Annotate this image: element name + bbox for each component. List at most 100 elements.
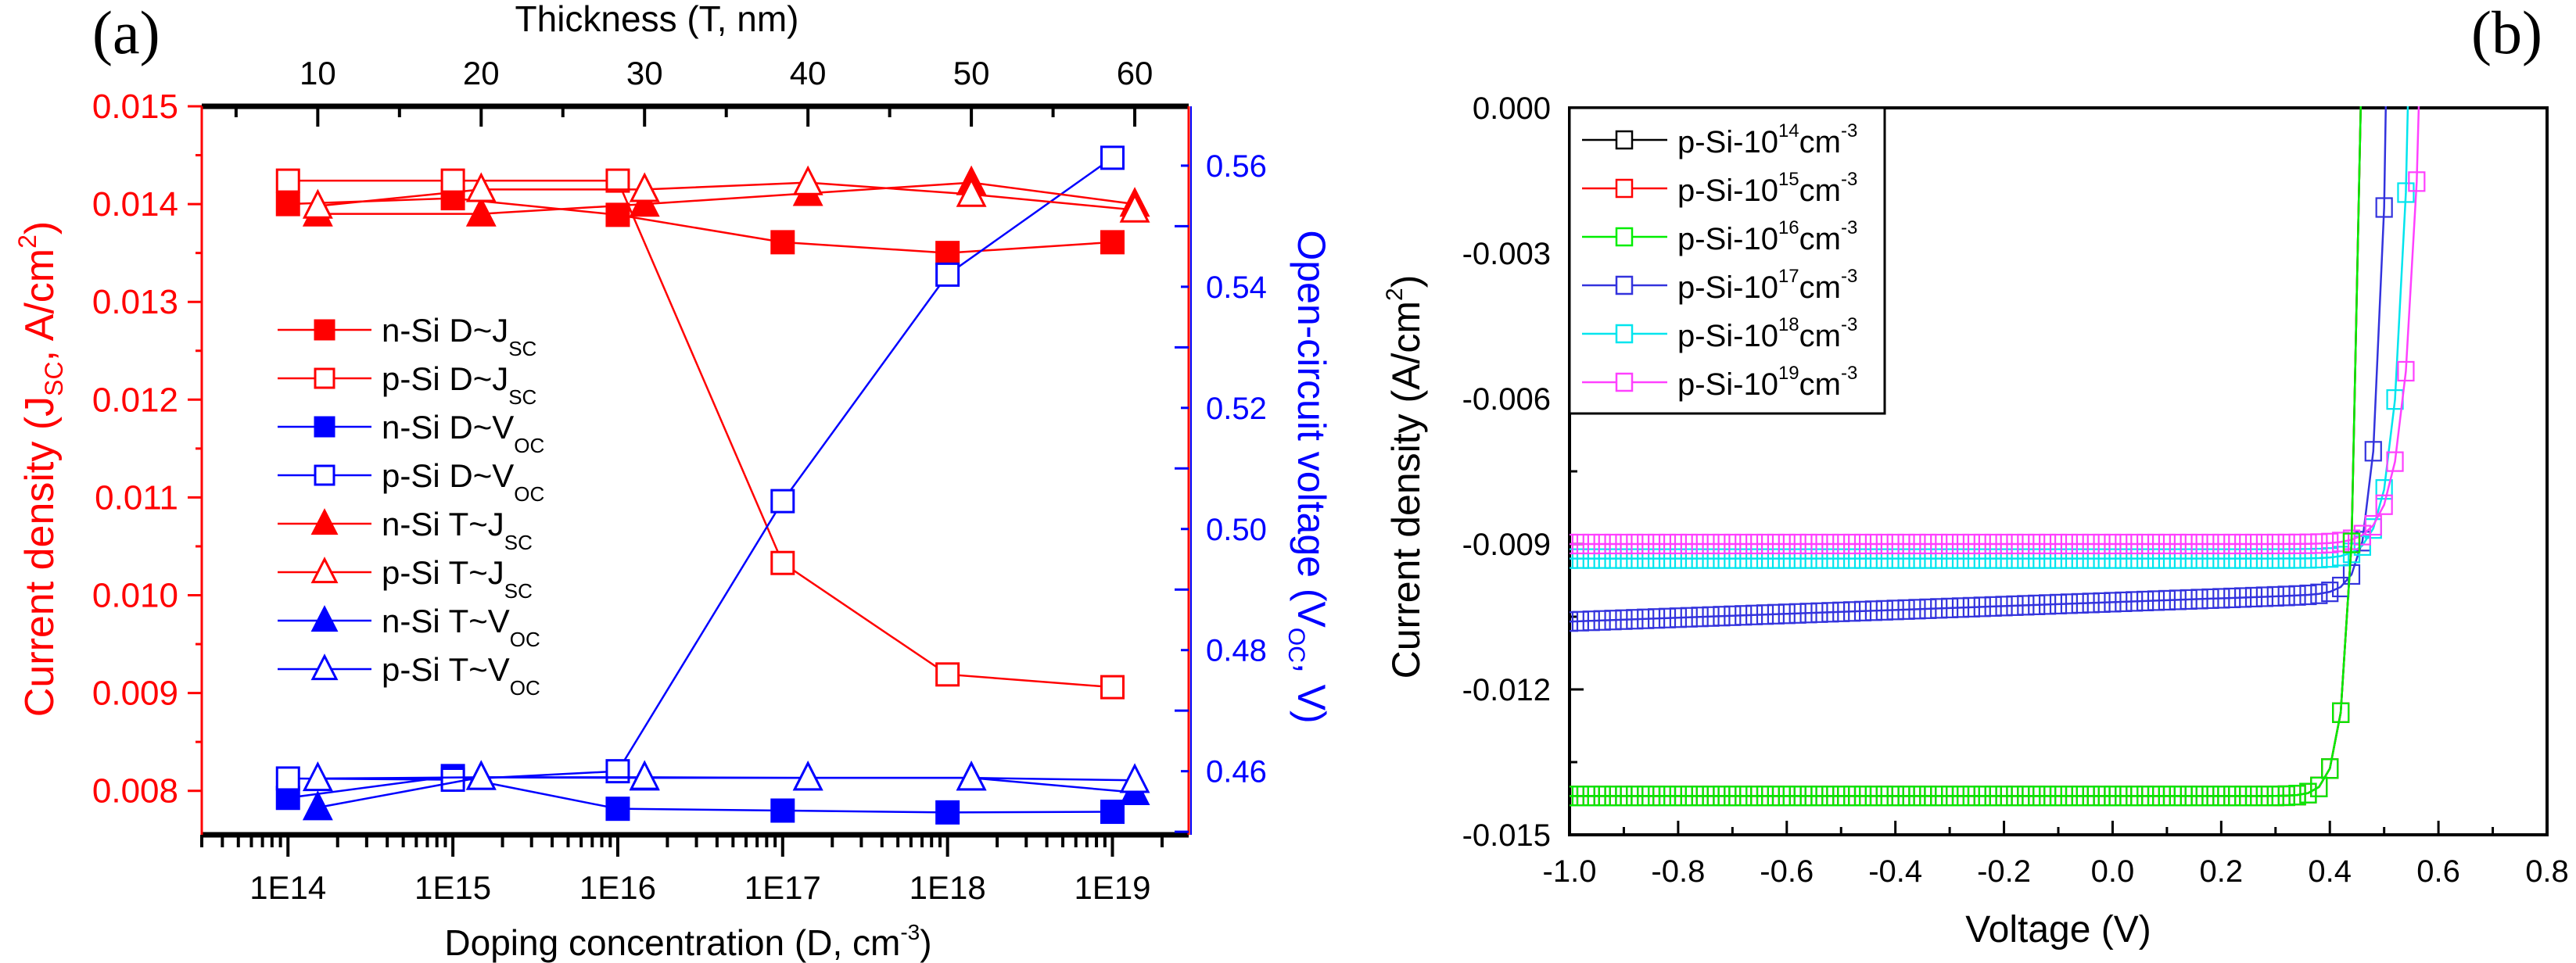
data-point xyxy=(302,188,333,219)
data-point xyxy=(1843,533,1861,555)
data-point xyxy=(1821,533,1839,555)
data-point xyxy=(1767,786,1785,807)
legend-label-main: p-Si T~V xyxy=(382,651,510,688)
x2-tick-label: 20 xyxy=(463,55,500,91)
data-point xyxy=(2355,18,2370,37)
data-point xyxy=(2255,786,2273,807)
data-point xyxy=(1756,548,1774,569)
legend-label: p-Si D~JSC xyxy=(382,360,536,409)
series-n-si-d-jsc xyxy=(275,186,1125,266)
data-point xyxy=(2234,533,2252,555)
data-point xyxy=(2201,548,2219,569)
legend-item: p-Si-1014cm-3 xyxy=(1582,120,1857,159)
data-point xyxy=(1582,533,1600,555)
data-point xyxy=(2017,595,2035,616)
data-point xyxy=(2115,591,2133,613)
legend-label-exp: 14 xyxy=(1778,120,1799,141)
data-point xyxy=(2093,548,2111,569)
data-point xyxy=(2310,776,2328,797)
data-point xyxy=(465,172,497,202)
y-tick-label: 0.009 xyxy=(92,675,178,713)
data-point xyxy=(1875,548,1893,569)
data-point xyxy=(2299,584,2317,606)
legend-label: n-Si T~VOC xyxy=(382,603,540,651)
data-point xyxy=(2386,451,2404,472)
data-point xyxy=(2006,533,2024,555)
data-point xyxy=(2375,494,2393,515)
data-point xyxy=(1648,548,1666,569)
data-point xyxy=(935,662,960,687)
legend-marker xyxy=(314,416,335,438)
data-point xyxy=(2342,532,2361,553)
data-point xyxy=(1951,548,1970,569)
x2-tick-label: 40 xyxy=(790,55,827,91)
data-point xyxy=(2028,786,2046,807)
data-point xyxy=(2355,18,2370,37)
legend-label-main: p-Si-10 xyxy=(1677,222,1778,256)
legend-label-sub: SC xyxy=(504,531,533,554)
data-point xyxy=(2244,533,2263,555)
legend-item: p-Si-1017cm-3 xyxy=(1582,266,1857,305)
data-point xyxy=(2375,479,2393,500)
legend-item: n-Si T~VOC xyxy=(278,603,540,651)
data-point xyxy=(1756,786,1774,807)
data-point xyxy=(2049,548,2068,569)
y-tick-label: -0.006 xyxy=(1462,382,1551,417)
data-point xyxy=(770,230,795,255)
data-point xyxy=(2137,533,2154,555)
legend-label-main: n-Si D~J xyxy=(382,312,508,349)
data-point xyxy=(1778,786,1796,807)
y-tick-label: 0.015 xyxy=(92,88,178,126)
y-tick-label: -0.009 xyxy=(1462,528,1551,562)
data-point xyxy=(1767,533,1785,555)
data-point xyxy=(1615,548,1633,569)
data-point xyxy=(1919,786,1937,807)
data-point xyxy=(1680,607,1698,628)
data-point xyxy=(1788,533,1806,555)
legend-label-unit-exp: -3 xyxy=(1841,363,1857,384)
legend-label-exp: 17 xyxy=(1778,266,1799,287)
data-point xyxy=(1821,548,1839,569)
x2-tick-label: 30 xyxy=(626,55,663,91)
legend-label-main: n-Si D~V xyxy=(382,409,514,446)
data-point xyxy=(302,790,333,821)
data-point xyxy=(1875,786,1893,807)
data-point xyxy=(1713,606,1731,627)
data-point xyxy=(1735,533,1753,555)
legend-item: p-Si D~VOC xyxy=(278,457,544,506)
data-point xyxy=(2244,786,2263,807)
data-point xyxy=(1799,786,1817,807)
series-p-si-1e17 xyxy=(1570,106,2393,632)
data-point xyxy=(1864,548,1882,569)
data-point xyxy=(2126,533,2144,555)
data-point xyxy=(1973,533,1991,555)
series-line xyxy=(288,156,1114,781)
right-chart: -1.0 -0.8 -0.6 -0.4 -0.2 0.0 0.2 0.4 0.6 0.8 0.000… xyxy=(1462,18,2569,889)
legend-marker xyxy=(1615,275,1634,295)
data-point xyxy=(1864,786,1882,807)
x2-tick-label: 10 xyxy=(300,55,336,91)
data-point xyxy=(275,168,300,193)
series-line xyxy=(288,197,1113,254)
legend-label: n-Si T~JSC xyxy=(382,506,533,554)
data-point xyxy=(1832,786,1850,807)
data-point xyxy=(2017,786,2035,807)
bottom-axis-title-end: ) xyxy=(920,922,931,963)
data-point xyxy=(1658,533,1677,555)
data-point xyxy=(2115,786,2133,807)
legend-label-main: p-Si-10 xyxy=(1677,367,1778,402)
data-point xyxy=(1100,230,1125,255)
x-tick-label: 0.4 xyxy=(2308,854,2352,889)
series-line xyxy=(318,776,1136,809)
data-point xyxy=(1100,145,1125,170)
data-point xyxy=(1843,548,1861,569)
legend-label-exp: 18 xyxy=(1778,314,1799,335)
data-point xyxy=(1570,533,1579,555)
data-point xyxy=(1658,786,1677,807)
data-point xyxy=(1724,786,1742,807)
data-point xyxy=(605,759,630,784)
data-point xyxy=(275,192,300,217)
left-axis-title: Current density (JSC, A/cm2) xyxy=(13,221,68,717)
data-point xyxy=(1767,603,1785,625)
